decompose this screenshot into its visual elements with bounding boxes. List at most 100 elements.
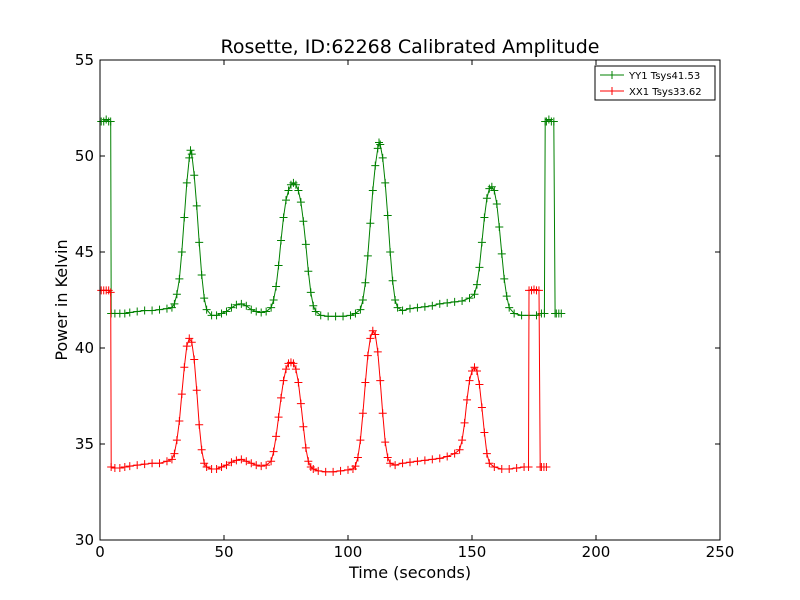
data-point	[386, 459, 395, 468]
x-tick-label: 150	[458, 543, 487, 561]
x-tick-label: 50	[214, 543, 233, 561]
data-point	[373, 347, 382, 356]
data-point	[299, 217, 308, 226]
legend-item: YY1 Tsys41.53	[600, 71, 700, 82]
data-point	[339, 312, 348, 321]
data-point	[356, 305, 365, 314]
data-point	[125, 462, 134, 471]
data-point	[257, 308, 266, 317]
data-point	[443, 298, 452, 307]
data-point	[378, 409, 387, 418]
data-point	[549, 117, 558, 126]
y-tick-label: 45	[75, 243, 94, 261]
data-point	[291, 365, 300, 374]
data-point	[106, 117, 115, 126]
data-point	[192, 386, 201, 395]
data-point	[475, 380, 484, 389]
data-point	[413, 457, 422, 466]
data-point	[190, 355, 199, 364]
data-point	[155, 305, 164, 314]
plot-frame	[99, 59, 721, 541]
data-point	[140, 306, 149, 315]
data-point	[393, 303, 402, 312]
data-point	[356, 436, 365, 445]
data-point	[252, 461, 261, 470]
data-point	[470, 290, 479, 299]
data-point	[200, 294, 209, 303]
data-point	[388, 276, 397, 285]
data-point	[512, 464, 521, 472]
data-point	[187, 150, 196, 159]
data-point	[107, 463, 116, 472]
data-point	[217, 309, 226, 318]
data-point	[361, 378, 370, 387]
x-tick-label: 200	[582, 543, 611, 561]
data-point	[477, 403, 486, 412]
data-point	[375, 138, 383, 147]
data-point	[262, 307, 271, 316]
data-point	[358, 409, 367, 418]
data-point	[420, 456, 429, 465]
data-point	[406, 458, 414, 467]
data-point	[133, 307, 142, 316]
data-point	[162, 457, 171, 466]
data-point	[351, 462, 360, 471]
data-point	[542, 463, 551, 472]
data-point	[472, 280, 481, 289]
y-axis-label: Power in Kelvin	[52, 239, 71, 360]
data-point	[242, 457, 251, 466]
data-point	[371, 330, 380, 339]
data-point	[182, 342, 191, 351]
plot-area	[97, 115, 566, 476]
data-point	[133, 461, 142, 470]
data-point	[321, 467, 330, 476]
data-point	[309, 464, 318, 473]
data-point	[366, 334, 375, 343]
data-point	[450, 297, 459, 306]
x-tick-label: 0	[95, 543, 105, 561]
data-point	[463, 395, 472, 404]
series-line	[101, 288, 547, 473]
y-tick-label: 50	[75, 147, 94, 165]
data-point	[125, 308, 134, 317]
data-point	[167, 455, 176, 464]
data-point	[222, 461, 231, 470]
data-point	[391, 461, 400, 470]
y-tick-label: 55	[75, 51, 94, 69]
data-point	[296, 198, 305, 207]
data-point	[306, 288, 315, 297]
data-point	[517, 311, 526, 320]
data-point	[344, 465, 352, 474]
data-point	[291, 180, 300, 189]
data-point	[294, 378, 303, 387]
data-point	[450, 449, 459, 458]
series-line	[101, 118, 562, 317]
data-point	[331, 312, 340, 321]
data-point	[237, 299, 246, 308]
data-point	[540, 309, 549, 318]
data-point	[232, 456, 241, 465]
data-point	[304, 457, 313, 466]
data-point	[428, 301, 437, 310]
data-point	[299, 422, 308, 431]
data-point	[186, 146, 195, 155]
data-point	[502, 292, 511, 301]
data-point	[301, 240, 310, 249]
data-point	[492, 200, 501, 208]
data-point	[368, 186, 377, 195]
data-point	[361, 278, 370, 287]
data-point	[314, 466, 323, 475]
data-point	[172, 436, 181, 445]
data-point	[277, 393, 286, 402]
data-point	[272, 432, 281, 441]
data-point	[140, 460, 149, 469]
data-point	[309, 301, 318, 310]
data-point	[490, 186, 499, 195]
data-point	[358, 296, 367, 304]
legend: YY1 Tsys41.53 XX1 Tsys33.62	[594, 65, 716, 101]
data-point	[477, 238, 486, 247]
data-point	[180, 363, 189, 372]
data-point	[455, 445, 464, 454]
data-point	[284, 186, 293, 195]
data-point	[279, 213, 288, 222]
